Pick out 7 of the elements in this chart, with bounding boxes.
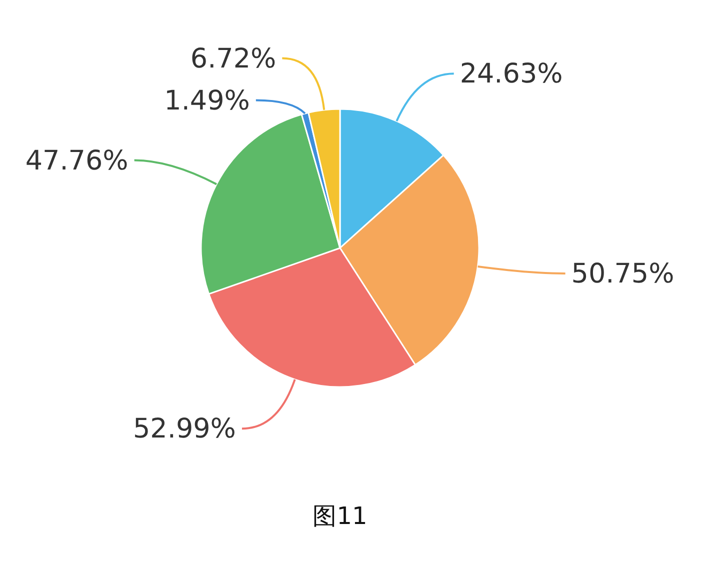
data-label: 6.72% bbox=[190, 42, 276, 74]
data-label: 24.63% bbox=[460, 58, 563, 90]
caption: 图11 bbox=[312, 502, 368, 530]
data-label: 47.76% bbox=[25, 144, 128, 176]
data-label: 50.75% bbox=[571, 258, 674, 289]
data-label: 52.99% bbox=[133, 413, 236, 444]
data-label: 1.49% bbox=[164, 84, 250, 116]
